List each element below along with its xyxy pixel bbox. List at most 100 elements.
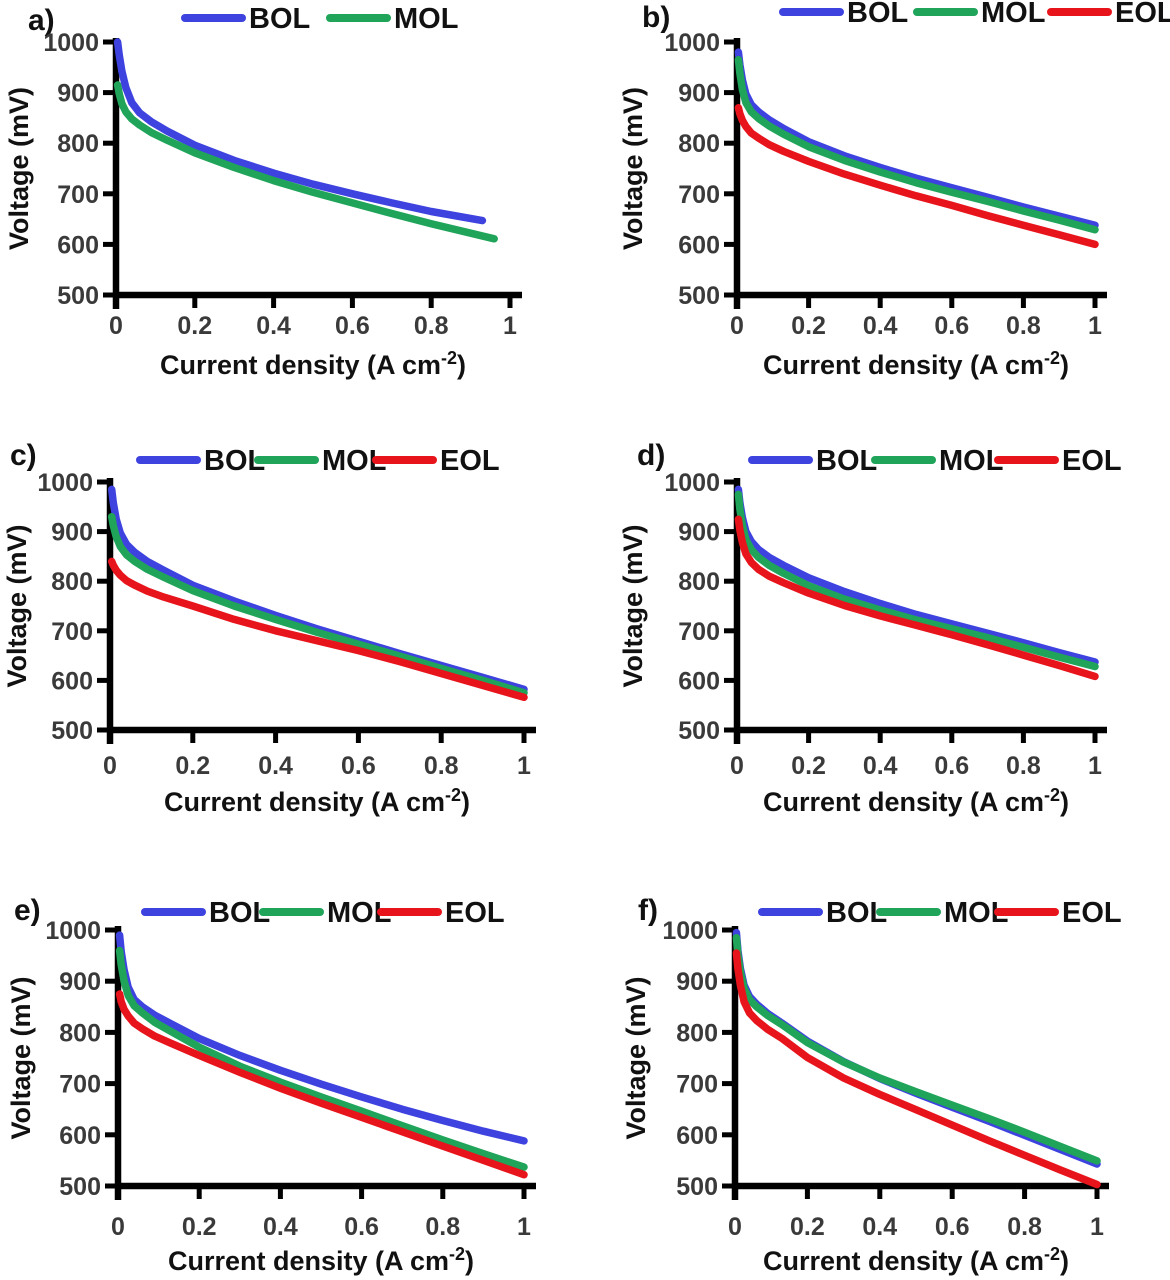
y-tick-label: 900 xyxy=(59,968,101,996)
y-tick-label: 600 xyxy=(678,667,720,695)
y-tick-label: 500 xyxy=(678,717,720,745)
y-axis-title: Voltage (mV) xyxy=(2,524,32,687)
x-tick-label: 0.6 xyxy=(934,752,969,780)
y-tick-label: 500 xyxy=(676,1173,718,1201)
x-tick-label: 0.8 xyxy=(425,1213,460,1241)
y-tick-label: 1000 xyxy=(45,917,101,945)
y-tick-label: 800 xyxy=(51,568,93,596)
legend-label-eol: EOL xyxy=(1115,0,1170,29)
x-tick-label: 0.4 xyxy=(863,312,898,340)
x-tick-label: 0.6 xyxy=(935,1213,970,1241)
y-tick-label: 700 xyxy=(678,618,720,646)
x-axis-title: Current density (A cm-2) xyxy=(160,348,466,380)
x-tick-label: 0 xyxy=(730,312,744,340)
series-line-eol xyxy=(107,557,528,702)
y-axis-title: Voltage (mV) xyxy=(618,524,648,687)
panel-f: f) BOL MOL EOL 1000 900 800 700 600 500 0 0.2 0.4 0.6… xyxy=(585,840,1170,1280)
x-tick-label: 0.6 xyxy=(934,312,969,340)
x-tick-label: 0.4 xyxy=(256,312,291,340)
x-tick-label: 0.2 xyxy=(182,1213,217,1241)
y-tick-label: 900 xyxy=(57,80,99,108)
chart-b: b) BOL MOL EOL 1000 900 800 700 600 500 0 0.2 0.4 0.6… xyxy=(618,0,1170,380)
y-tick-label: 800 xyxy=(676,1019,718,1047)
series-line-mol xyxy=(107,512,528,697)
panel-d: d) BOL MOL EOL 1000 900 800 700 600 500 0 0.2 0.4 0.6… xyxy=(585,400,1170,840)
x-tick-label: 0.2 xyxy=(791,312,826,340)
y-tick-label: 800 xyxy=(59,1019,101,1047)
x-tick-label: 0.8 xyxy=(1006,752,1041,780)
x-tick-label: 0.2 xyxy=(177,312,212,340)
x-tick-label: 1 xyxy=(503,312,517,340)
legend-label-eol: EOL xyxy=(1062,897,1122,929)
panel-a: a) BOL MOL 1000 900 800 700 600 500 0 0.2 0.4 0.6 0.8… xyxy=(0,0,585,400)
series-line-bol xyxy=(107,485,528,694)
x-tick-label: 0.8 xyxy=(414,312,449,340)
series-line-eol xyxy=(734,104,1099,249)
panel-b: b) BOL MOL EOL 1000 900 800 700 600 500 0 0.2 0.4 0.6… xyxy=(585,0,1170,400)
series-line-eol xyxy=(734,515,1099,681)
x-tick-label: 1 xyxy=(1090,1213,1104,1241)
panel-letter-d: d) xyxy=(637,439,665,472)
y-tick-label: 600 xyxy=(676,1122,718,1150)
legend-label-eol: EOL xyxy=(440,445,500,477)
legend-label-eol: EOL xyxy=(445,897,505,929)
x-tick-label: 0.6 xyxy=(344,1213,379,1241)
x-tick-label: 0.2 xyxy=(791,752,826,780)
x-tick-label: 0.4 xyxy=(863,752,898,780)
x-tick-label: 0 xyxy=(730,752,744,780)
legend-label-mol: MOL xyxy=(939,445,1003,477)
y-tick-label: 700 xyxy=(51,618,93,646)
y-tick-label: 1000 xyxy=(43,29,99,57)
y-tick-label: 500 xyxy=(59,1173,101,1201)
series-line-mol xyxy=(734,55,1099,234)
x-tick-label: 0.6 xyxy=(335,312,370,340)
x-tick-label: 0.4 xyxy=(862,1213,897,1241)
y-tick-label: 800 xyxy=(678,130,720,158)
y-tick-label: 800 xyxy=(57,130,99,158)
chart-a: a) BOL MOL 1000 900 800 700 600 500 0 0.2 0.4 0.6 0.8… xyxy=(4,3,522,380)
y-tick-label: 900 xyxy=(51,519,93,547)
y-tick-label: 900 xyxy=(678,519,720,547)
series-line-mol xyxy=(113,81,498,243)
legend-label-bol: BOL xyxy=(816,445,877,477)
panel-letter-a: a) xyxy=(28,4,55,37)
panel-letter-f: f) xyxy=(638,894,658,927)
x-axis-title: Current density (A cm-2) xyxy=(763,1244,1069,1276)
y-tick-label: 700 xyxy=(59,1071,101,1099)
y-tick-label: 700 xyxy=(57,181,99,209)
y-tick-label: 1000 xyxy=(664,29,720,57)
y-axis-title: Voltage (mV) xyxy=(4,87,34,250)
y-tick-label: 1000 xyxy=(662,917,718,945)
x-tick-label: 0.4 xyxy=(263,1213,298,1241)
y-axis-title: Voltage (mV) xyxy=(621,976,651,1139)
y-tick-label: 1000 xyxy=(664,469,720,497)
y-tick-label: 600 xyxy=(51,667,93,695)
x-axis-title: Current density (A cm-2) xyxy=(763,785,1069,817)
series-line-bol xyxy=(113,38,487,225)
x-tick-label: 1 xyxy=(517,752,531,780)
series-line-eol xyxy=(732,949,1101,1189)
x-tick-label: 1 xyxy=(1088,312,1102,340)
series-line-mol xyxy=(115,946,528,1171)
panel-letter-c: c) xyxy=(10,439,37,472)
y-tick-label: 600 xyxy=(678,231,720,259)
y-tick-label: 900 xyxy=(676,968,718,996)
chart-d: d) BOL MOL EOL 1000 900 800 700 600 500 0 0.2 0.4 0.6… xyxy=(618,439,1122,817)
y-tick-label: 1000 xyxy=(37,469,93,497)
series-line-eol xyxy=(115,990,528,1179)
x-tick-label: 0.2 xyxy=(790,1213,825,1241)
panel-letter-b: b) xyxy=(642,1,670,34)
panel-c: c) BOL MOL EOL 1000 900 800 700 600 500 0 0.2 0.4 0.6… xyxy=(0,400,585,840)
x-tick-label: 0 xyxy=(103,752,117,780)
y-tick-label: 500 xyxy=(57,282,99,310)
panel-e: e) BOL MOL EOL 1000 900 800 700 600 500 0 0.2 0.4 0.6… xyxy=(0,840,585,1280)
x-tick-label: 1 xyxy=(517,1213,531,1241)
legend-label-eol: EOL xyxy=(1062,445,1122,477)
x-axis-title: Current density (A cm-2) xyxy=(164,785,470,817)
panel-letter-e: e) xyxy=(14,894,41,927)
y-tick-label: 700 xyxy=(678,181,720,209)
